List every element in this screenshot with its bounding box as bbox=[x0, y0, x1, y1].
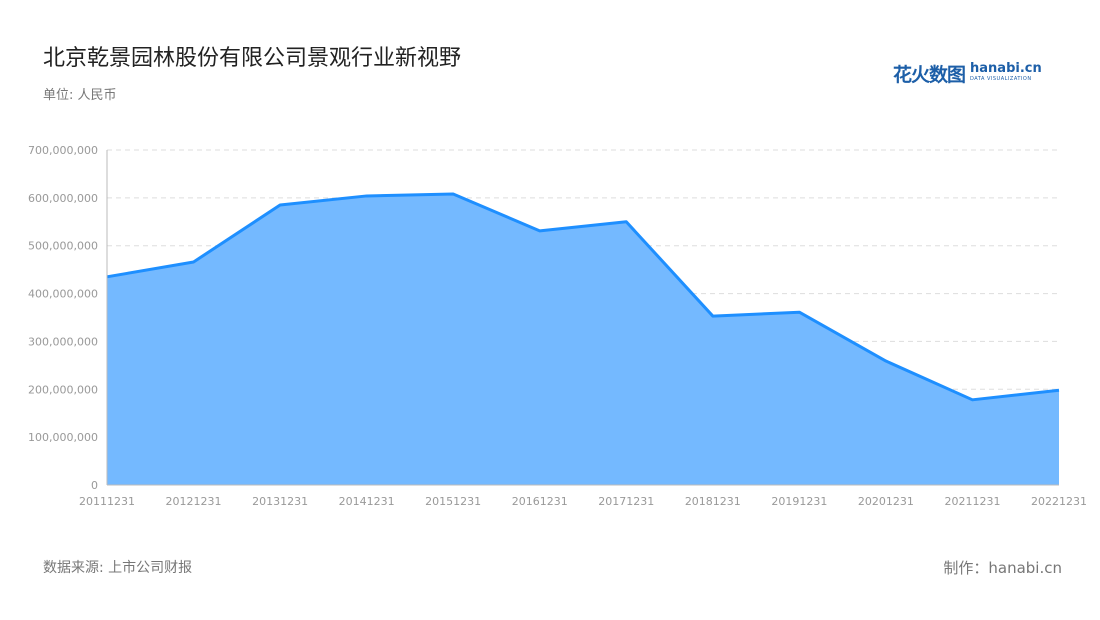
x-tick-label: 20111231 bbox=[79, 495, 135, 508]
y-tick-label: 400,000,000 bbox=[28, 288, 98, 301]
logo-sub: DATA VISUALIZATION bbox=[970, 75, 1032, 82]
area-fill bbox=[107, 194, 1059, 485]
chart-title: 北京乾景园林股份有限公司景观行业新视野 bbox=[43, 46, 462, 71]
x-tick-label: 20211231 bbox=[944, 495, 1000, 508]
y-tick-label: 200,000,000 bbox=[28, 383, 98, 396]
y-tick-label: 600,000,000 bbox=[28, 192, 98, 205]
x-tick-label: 20221231 bbox=[1031, 495, 1087, 508]
x-tick-label: 20131231 bbox=[252, 495, 308, 508]
x-tick-label: 20181231 bbox=[685, 495, 741, 508]
x-tick-label: 20141231 bbox=[339, 495, 395, 508]
y-tick-label: 0 bbox=[91, 479, 98, 492]
y-tick-label: 700,000,000 bbox=[28, 144, 98, 157]
x-tick-label: 20161231 bbox=[512, 495, 568, 508]
unit-label: 单位: 人民币 bbox=[43, 88, 117, 103]
y-tick-label: 300,000,000 bbox=[28, 335, 98, 348]
data-source: 数据来源: 上市公司财报 bbox=[43, 560, 193, 576]
logo-cn: 花火数图 bbox=[893, 64, 966, 86]
x-tick-label: 20201231 bbox=[858, 495, 914, 508]
credit: 制作：hanabi.cn bbox=[943, 559, 1062, 577]
y-tick-label: 100,000,000 bbox=[28, 431, 98, 444]
x-tick-label: 20121231 bbox=[166, 495, 222, 508]
y-tick-label: 500,000,000 bbox=[28, 240, 98, 253]
logo: 花火数图 hanabi.cn DATA VISUALIZATION bbox=[893, 60, 1042, 87]
x-tick-label: 20151231 bbox=[425, 495, 481, 508]
x-tick-label: 20191231 bbox=[771, 495, 827, 508]
x-tick-label: 20171231 bbox=[598, 495, 654, 508]
logo-en: hanabi.cn bbox=[970, 60, 1042, 76]
series-line bbox=[106, 192, 1060, 402]
